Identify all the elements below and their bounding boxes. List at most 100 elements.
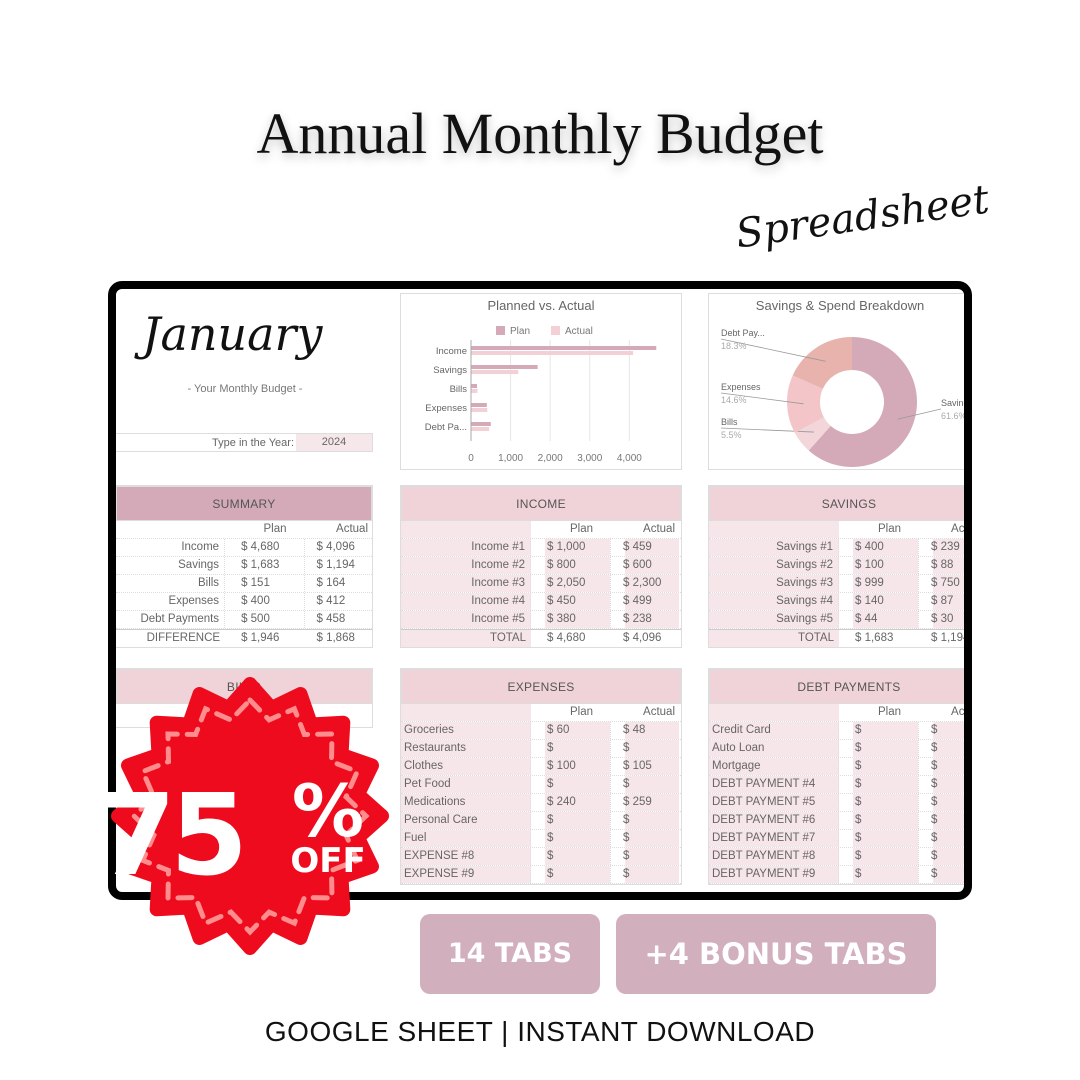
- amount-cell[interactable]: $ 87: [919, 593, 964, 610]
- amount-cell[interactable]: $: [919, 866, 964, 883]
- donut-chart-svg: Savings 61.6% Bills 5.5% Expenses 14.6% Debt P…: [720, 328, 964, 467]
- amount-cell[interactable]: $: [839, 830, 919, 847]
- amount-cell[interactable]: $ 88: [919, 557, 964, 574]
- legend-swatch: [496, 326, 505, 335]
- bar-chart-svg: Plan Actual 0 1,000 2,000 3,000 4,000 Income Sav…: [425, 326, 657, 464]
- amount-cell[interactable]: $ 4,680: [225, 539, 305, 556]
- amount-cell[interactable]: $: [839, 794, 919, 811]
- discount-badge: 75 % OFF: [100, 677, 389, 955]
- x-tick-label: 1,000: [498, 453, 523, 464]
- amount-cell[interactable]: $ 400: [225, 593, 305, 610]
- label-cell: DEBT PAYMENT #8: [709, 848, 839, 865]
- amount-cell[interactable]: $ 100: [531, 758, 611, 775]
- amount-cell[interactable]: $: [919, 794, 964, 811]
- amount-cell[interactable]: $: [919, 848, 964, 865]
- label-cell: DEBT PAYMENT #5: [709, 794, 839, 811]
- amount-cell[interactable]: $: [839, 758, 919, 775]
- discount-number: 75: [100, 771, 242, 901]
- amount-cell[interactable]: $ 238: [611, 611, 679, 628]
- amount-cell[interactable]: $ 60: [531, 722, 611, 739]
- amount-cell[interactable]: $ 750: [919, 575, 964, 592]
- amount-cell[interactable]: $ 105: [611, 758, 679, 775]
- amount-cell[interactable]: $: [611, 740, 679, 757]
- amount-cell[interactable]: $ 380: [531, 611, 611, 628]
- amount-cell[interactable]: $ 400: [839, 539, 919, 556]
- amount-cell[interactable]: $: [531, 776, 611, 793]
- amount-cell[interactable]: $ 100: [839, 557, 919, 574]
- amount-cell[interactable]: $ 1,683: [225, 557, 305, 574]
- amount-cell[interactable]: $: [919, 758, 964, 775]
- amount-cell[interactable]: $ 458: [316, 613, 346, 625]
- amount-cell[interactable]: $ 4,096: [316, 541, 355, 553]
- amount-cell[interactable]: $ 2,050: [531, 575, 611, 592]
- amount-cell[interactable]: $: [531, 812, 611, 829]
- amount-cell[interactable]: $ 450: [531, 593, 611, 610]
- amount-cell[interactable]: $: [919, 776, 964, 793]
- amount-cell[interactable]: $ 2,300: [611, 575, 679, 592]
- amount-cell[interactable]: $: [839, 776, 919, 793]
- label-cell: Income #2: [401, 557, 531, 574]
- amount-cell[interactable]: $: [839, 866, 919, 883]
- amount-cell[interactable]: $ 239: [919, 539, 964, 556]
- amount-cell[interactable]: $: [531, 848, 611, 865]
- table-row: DEBT PAYMENT #5 $ $: [709, 794, 964, 812]
- amount-cell[interactable]: $ 499: [611, 593, 679, 610]
- amount-cell[interactable]: $ 259: [611, 794, 679, 811]
- amount-cell[interactable]: $: [839, 722, 919, 739]
- category-label: Income: [436, 346, 467, 357]
- table-row: Income #1 $ 1,000 $ 459: [401, 539, 681, 557]
- column-header: Plan: [263, 523, 287, 535]
- category-label: Expenses: [425, 403, 467, 414]
- amount-cell[interactable]: $: [919, 830, 964, 847]
- amount-cell[interactable]: $: [531, 830, 611, 847]
- bar-actual: [471, 408, 488, 412]
- column-header-row: Plan Actual: [709, 521, 964, 539]
- amount-cell[interactable]: $: [531, 740, 611, 757]
- year-row: Type in the Year: 2024: [116, 433, 373, 452]
- amount-cell[interactable]: $ 151: [225, 575, 305, 592]
- amount-cell[interactable]: $: [919, 812, 964, 829]
- year-input[interactable]: 2024: [296, 434, 372, 451]
- amount-cell[interactable]: $: [531, 866, 611, 883]
- expenses-table: EXPENSES Plan Actual Groceries $ 60 $ 48 Resta…: [400, 668, 682, 885]
- amount-cell[interactable]: $ 1,194: [316, 559, 355, 571]
- table-row: Income $ 4,680 $ 4,096: [116, 539, 372, 557]
- amount-cell[interactable]: $: [919, 740, 964, 757]
- amount-cell[interactable]: $ 240: [531, 794, 611, 811]
- amount-cell[interactable]: $: [839, 740, 919, 757]
- amount-cell[interactable]: $ 44: [839, 611, 919, 628]
- product-title: Annual Monthly Budget: [256, 101, 824, 166]
- amount-cell[interactable]: $: [611, 776, 679, 793]
- amount-cell[interactable]: $ 800: [531, 557, 611, 574]
- amount-cell[interactable]: $: [611, 812, 679, 829]
- amount-cell[interactable]: $ 30: [919, 611, 964, 628]
- amount-cell[interactable]: $ 412: [316, 595, 346, 607]
- slice-percent: 5.5%: [721, 430, 742, 440]
- chart-title: Planned vs. Actual: [487, 298, 595, 313]
- month-tagline: - Your Monthly Budget -: [187, 383, 303, 395]
- amount-cell[interactable]: $ 999: [839, 575, 919, 592]
- amount-cell[interactable]: $ 140: [839, 593, 919, 610]
- amount-cell[interactable]: $: [839, 812, 919, 829]
- amount-cell[interactable]: $ 1,000: [531, 539, 611, 556]
- amount-cell[interactable]: $ 500: [225, 611, 305, 628]
- label-cell: Savings #5: [709, 611, 839, 628]
- amount-cell[interactable]: $: [919, 722, 964, 739]
- label-cell: Income: [116, 539, 226, 556]
- label-cell: Income #3: [401, 575, 531, 592]
- dashed-outline: [130, 696, 370, 936]
- label-cell: Groceries: [401, 722, 531, 739]
- amount-cell[interactable]: $: [611, 830, 679, 847]
- label-cell: Savings #3: [709, 575, 839, 592]
- column-header-row: Plan Actual: [709, 704, 964, 722]
- debt-table: DEBT PAYMENTSPlanActualCredit Card$$Auto…: [708, 668, 964, 885]
- amount-cell[interactable]: $: [839, 848, 919, 865]
- amount-cell[interactable]: $ 600: [611, 557, 679, 574]
- amount-cell[interactable]: $ 459: [611, 539, 679, 556]
- amount-cell[interactable]: $ 164: [316, 577, 346, 589]
- amount-cell[interactable]: $: [611, 866, 679, 883]
- blank-cell: [401, 704, 531, 721]
- amount-cell[interactable]: $ 48: [611, 722, 679, 739]
- total-label: TOTAL: [709, 630, 839, 647]
- amount-cell[interactable]: $: [611, 848, 679, 865]
